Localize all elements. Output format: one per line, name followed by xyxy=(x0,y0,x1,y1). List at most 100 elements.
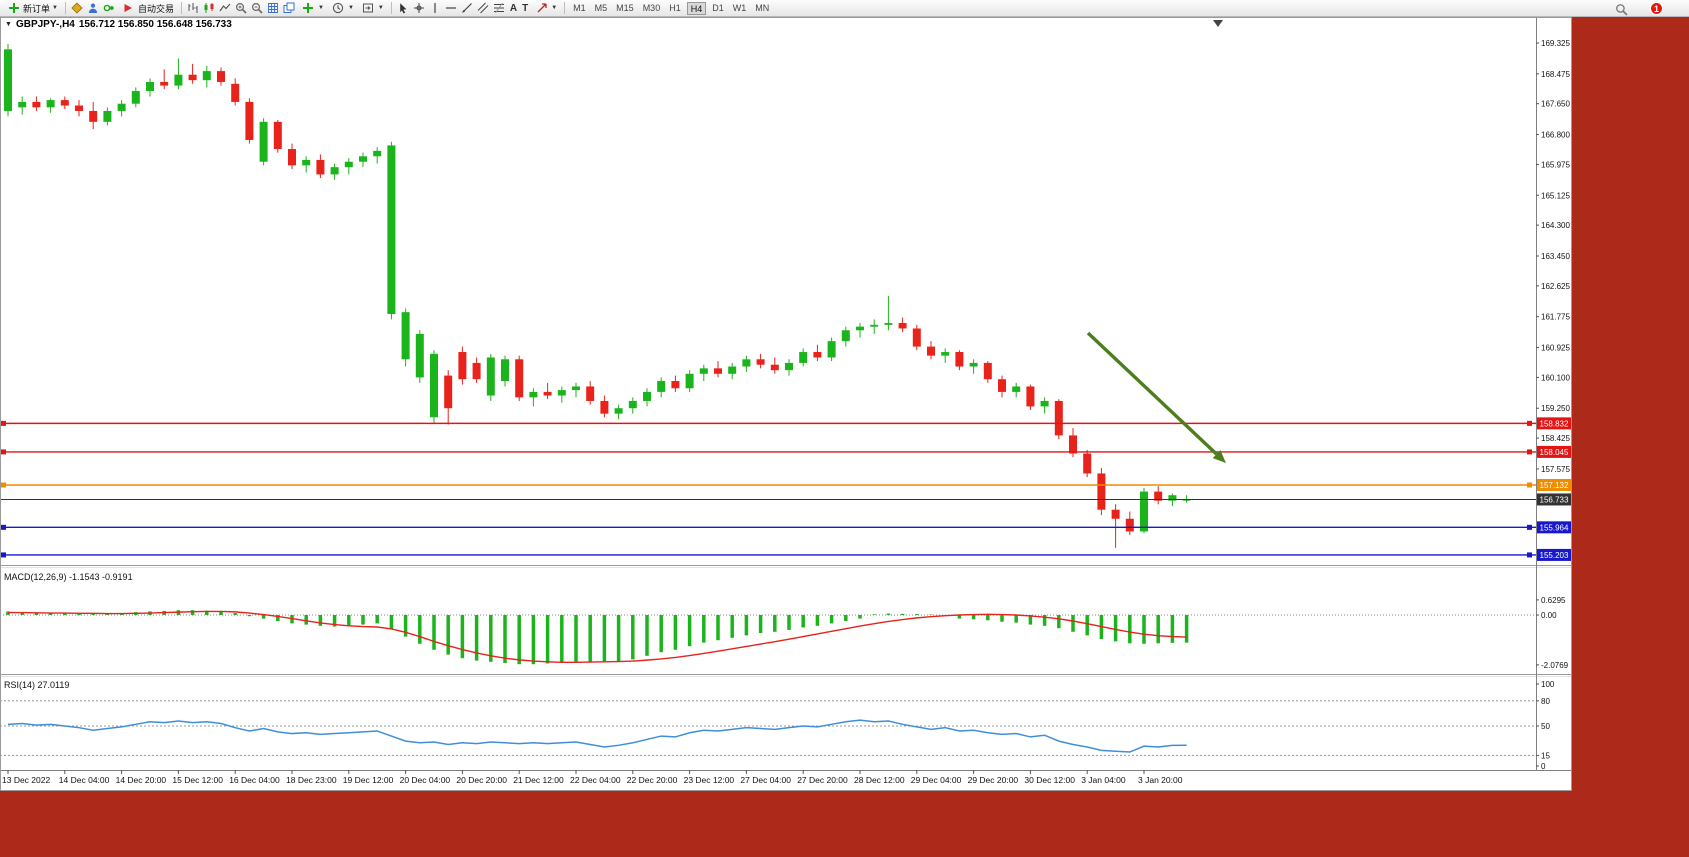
templates-button[interactable]: ▼ xyxy=(358,1,387,16)
line-handle[interactable] xyxy=(1527,524,1532,530)
profile-icon[interactable] xyxy=(86,1,101,16)
candle-body xyxy=(742,359,751,367)
level-lines-layer: 158.832 158.045 157.132 156.733 155.964 155.2… xyxy=(0,417,1571,561)
timeframe-d1[interactable]: D1 xyxy=(712,2,724,13)
toolbar-search-icon[interactable] xyxy=(1614,2,1629,17)
timeframe-m30[interactable]: M30 xyxy=(642,2,661,13)
new-order-label: 新订单 xyxy=(23,3,51,14)
time-axis-label: 20 Dec 04:00 xyxy=(400,775,451,785)
main-toolbar: 新订单 ▼ 自动交易 ▼ xyxy=(0,0,1689,17)
line-handle[interactable] xyxy=(1527,552,1532,558)
line-chart-mode-icon[interactable] xyxy=(218,1,233,16)
price-tag-label: 157.132 xyxy=(1540,481,1569,490)
trend-arrow-annotation[interactable] xyxy=(1086,331,1218,456)
price-tag xyxy=(1537,493,1571,506)
notification-badge[interactable]: 1 xyxy=(1650,2,1663,15)
trendline-tool-icon[interactable] xyxy=(460,1,475,16)
one-click-trading-toggle-icon[interactable]: ▼ xyxy=(5,21,12,28)
price-tag-label: 158.045 xyxy=(1540,448,1569,457)
rsi-axis-label: 0 xyxy=(1541,762,1546,771)
candle-body xyxy=(273,121,282,150)
line-handle[interactable] xyxy=(1,552,6,558)
autotrade-label: 自动交易 xyxy=(137,3,174,14)
text-label-tool[interactable]: A xyxy=(509,2,518,14)
candle-body xyxy=(614,408,623,414)
line-handle[interactable] xyxy=(1,449,6,455)
timeframe-m5[interactable]: M5 xyxy=(594,2,608,13)
charts-menu-icon[interactable] xyxy=(70,1,85,16)
timeframe-m15[interactable]: M15 xyxy=(616,2,634,13)
line-handle[interactable] xyxy=(1,420,6,426)
candle-body xyxy=(415,333,424,378)
time-axis-label: 30 Dec 12:00 xyxy=(1024,775,1075,785)
candle-body xyxy=(401,312,410,360)
timeframe-h1[interactable]: H1 xyxy=(669,2,681,13)
candle-body xyxy=(245,101,254,140)
timeframe-h4[interactable]: H4 xyxy=(686,1,707,15)
price-axis-label: 160.100 xyxy=(1541,373,1570,382)
candle-body xyxy=(1154,491,1163,501)
candle-body xyxy=(75,105,83,111)
new-order-button[interactable]: 新订单 ▼ xyxy=(3,1,61,16)
price-chart-canvas[interactable]: 169.325 168.475 167.650 166.800 165.975 165.1… xyxy=(0,17,1572,791)
vertical-line-tool-icon[interactable] xyxy=(428,1,443,16)
text-box-tool[interactable]: T xyxy=(522,2,529,14)
trend-arrow-head[interactable] xyxy=(1212,450,1226,463)
new-order-icon xyxy=(6,1,21,16)
fibonacci-tool-icon[interactable] xyxy=(492,1,507,16)
price-axis-label: 165.975 xyxy=(1541,160,1570,169)
candle-body xyxy=(486,357,495,396)
arrows-tool-button[interactable]: ▼ xyxy=(531,1,560,16)
price-axis-label: 164.300 xyxy=(1541,221,1570,230)
zoom-out-icon[interactable] xyxy=(250,1,265,16)
candle-body xyxy=(856,326,864,331)
candle-body xyxy=(259,121,268,162)
time-axis-label: 15 Dec 12:00 xyxy=(172,775,223,785)
indicators-button[interactable]: ▼ xyxy=(298,1,327,16)
timeframe-m1[interactable]: M1 xyxy=(573,2,586,13)
candlestick-mode-icon[interactable] xyxy=(202,1,217,16)
bar-chart-mode-icon[interactable] xyxy=(186,1,201,16)
candle-body xyxy=(387,145,396,314)
candle-body xyxy=(18,101,27,108)
tile-windows-icon[interactable] xyxy=(282,1,297,16)
periods-button[interactable]: ▼ xyxy=(328,1,357,16)
grid-icon[interactable] xyxy=(266,1,281,16)
macd-signal-line xyxy=(8,610,1187,663)
symbol-period-label: GBPJPY-,H4 xyxy=(15,19,75,30)
candle-body xyxy=(1111,509,1120,519)
candle-body xyxy=(586,386,595,401)
crosshair-icon[interactable] xyxy=(412,1,427,16)
candle-body xyxy=(927,346,935,356)
line-handle[interactable] xyxy=(1527,449,1532,455)
channel-tool-icon[interactable] xyxy=(476,1,491,16)
timeframe-w1[interactable]: W1 xyxy=(732,2,747,13)
time-axis-label: 3 Jan 20:00 xyxy=(1138,775,1183,785)
candle-body xyxy=(344,161,353,168)
candle-body xyxy=(330,167,339,175)
price-tag xyxy=(1537,445,1571,458)
line-handle[interactable] xyxy=(1,482,6,488)
candle-body xyxy=(4,49,12,111)
market-watch-icon[interactable] xyxy=(102,1,117,16)
candle-body xyxy=(912,328,921,347)
candle-body xyxy=(685,373,694,389)
candle-body xyxy=(1140,491,1148,532)
chevron-down-icon: ▼ xyxy=(52,5,58,11)
chart-shift-marker[interactable] xyxy=(1213,20,1223,27)
line-handle[interactable] xyxy=(1527,420,1532,426)
rsi-axis-label: 100 xyxy=(1541,680,1555,689)
candle-body xyxy=(770,364,779,371)
autotrade-button[interactable]: 自动交易 xyxy=(118,1,177,16)
timeframe-mn[interactable]: MN xyxy=(755,2,770,13)
add-indicator-icon xyxy=(301,1,316,16)
line-handle[interactable] xyxy=(1527,482,1532,488)
candle-body xyxy=(146,81,154,92)
price-axis-label: 165.125 xyxy=(1541,191,1570,200)
zoom-in-icon[interactable] xyxy=(234,1,249,16)
line-handle[interactable] xyxy=(1,524,6,530)
horizontal-line-tool-icon[interactable] xyxy=(444,1,459,16)
price-axis-label: 163.450 xyxy=(1541,252,1570,261)
cursor-arrow-icon[interactable] xyxy=(396,1,411,16)
candle-body xyxy=(103,110,112,122)
